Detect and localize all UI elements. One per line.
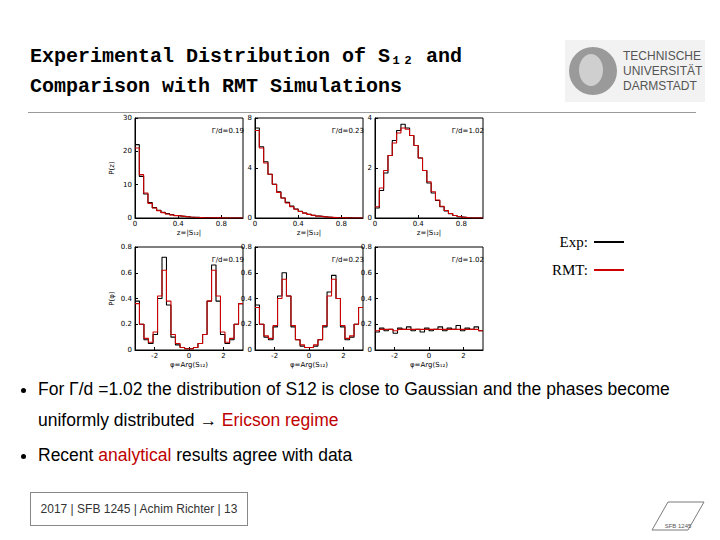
svg-text:0: 0 <box>373 220 377 228</box>
svg-text:0: 0 <box>133 220 137 228</box>
svg-text:0.4: 0.4 <box>361 295 373 303</box>
svg-text:-2: -2 <box>151 352 158 360</box>
svg-text:DARMSTADT: DARMSTADT <box>623 79 697 93</box>
svg-text:-2: -2 <box>271 352 278 360</box>
svg-text:Γ/d=1.02: Γ/d=1.02 <box>452 256 484 264</box>
svg-text:z=|S₁₂|: z=|S₁₂| <box>177 229 201 237</box>
svg-text:0.8: 0.8 <box>336 220 347 228</box>
svg-text:0.8: 0.8 <box>241 243 252 251</box>
svg-text:0.4: 0.4 <box>413 220 425 228</box>
svg-text:TECHNISCHE: TECHNISCHE <box>623 49 701 63</box>
svg-text:0.8: 0.8 <box>216 220 227 228</box>
svg-text:φ=Arg(S₁₂): φ=Arg(S₁₂) <box>410 361 448 369</box>
svg-text:0.4: 0.4 <box>173 220 185 228</box>
svg-text:P(z): P(z) <box>108 161 116 175</box>
svg-text:0.2: 0.2 <box>361 320 372 328</box>
svg-text:0: 0 <box>128 346 132 354</box>
svg-text:8: 8 <box>248 114 252 122</box>
svg-text:10: 10 <box>123 181 132 189</box>
svg-text:Γ/d=1.02: Γ/d=1.02 <box>452 127 484 135</box>
svg-text:0.8: 0.8 <box>361 243 372 251</box>
svg-text:2: 2 <box>341 352 345 360</box>
svg-text:0.2: 0.2 <box>121 320 132 328</box>
svg-text:Γ/d=0.23: Γ/d=0.23 <box>332 256 364 264</box>
svg-text:0.8: 0.8 <box>121 243 132 251</box>
svg-text:φ=Arg(S₁₂): φ=Arg(S₁₂) <box>290 361 328 369</box>
svg-text:UNIVERSITÄT: UNIVERSITÄT <box>623 64 703 78</box>
svg-text:0.4: 0.4 <box>293 220 305 228</box>
svg-text:0: 0 <box>307 352 311 360</box>
svg-text:0: 0 <box>368 346 372 354</box>
svg-text:0.6: 0.6 <box>361 269 373 277</box>
svg-text:Γ/d=0.19: Γ/d=0.19 <box>212 127 244 135</box>
html-text:Recent analytical results agre: Recent analytical results agree with dat… <box>38 445 353 465</box>
svg-text:20: 20 <box>123 147 132 155</box>
html-text:Comparison with RMT Simulation: Comparison with RMT Simulations <box>30 75 403 98</box>
svg-text:0.4: 0.4 <box>241 295 253 303</box>
svg-text:Γ/d=0.23: Γ/d=0.23 <box>332 127 364 135</box>
svg-text:0: 0 <box>248 214 252 222</box>
svg-text:30: 30 <box>123 114 132 122</box>
svg-text:4: 4 <box>368 114 373 122</box>
svg-text:SFB 1245: SFB 1245 <box>665 523 692 529</box>
svg-text:2: 2 <box>461 352 465 360</box>
svg-text:P(φ): P(φ) <box>108 291 116 306</box>
svg-text:0.4: 0.4 <box>121 295 133 303</box>
html-text:2017 | SFB 1245 | Achim Richte: 2017 | SFB 1245 | Achim Richter | 13 <box>40 502 238 516</box>
svg-text:2: 2 <box>221 352 225 360</box>
svg-text:z=|S₁₂|: z=|S₁₂| <box>297 229 321 237</box>
svg-text:φ=Arg(S₁₂): φ=Arg(S₁₂) <box>170 361 208 369</box>
html-text:For Γ/d =1.02 the distribution: For Γ/d =1.02 the distribution of S12 is… <box>38 379 670 430</box>
html-text:Experimental Distribution of S: Experimental Distribution of S₁₂ and <box>30 45 463 68</box>
svg-text:-2: -2 <box>391 352 398 360</box>
svg-text:0: 0 <box>187 352 191 360</box>
svg-text:0: 0 <box>427 352 431 360</box>
svg-text:0.6: 0.6 <box>241 269 253 277</box>
svg-text:2: 2 <box>368 164 372 172</box>
svg-text:4: 4 <box>248 164 253 172</box>
svg-text:0: 0 <box>128 214 132 222</box>
html-text:Exp:: Exp: <box>559 233 588 250</box>
html-text:RMT:: RMT: <box>552 261 588 278</box>
svg-text:0.2: 0.2 <box>241 320 252 328</box>
svg-text:z=|S₁₂|: z=|S₁₂| <box>417 229 441 237</box>
svg-text:0.6: 0.6 <box>121 269 133 277</box>
svg-text:0: 0 <box>248 346 252 354</box>
svg-text:0: 0 <box>253 220 257 228</box>
svg-text:0: 0 <box>368 214 372 222</box>
svg-text:Γ/d=0.19: Γ/d=0.19 <box>212 256 244 264</box>
svg-text:0.8: 0.8 <box>456 220 467 228</box>
